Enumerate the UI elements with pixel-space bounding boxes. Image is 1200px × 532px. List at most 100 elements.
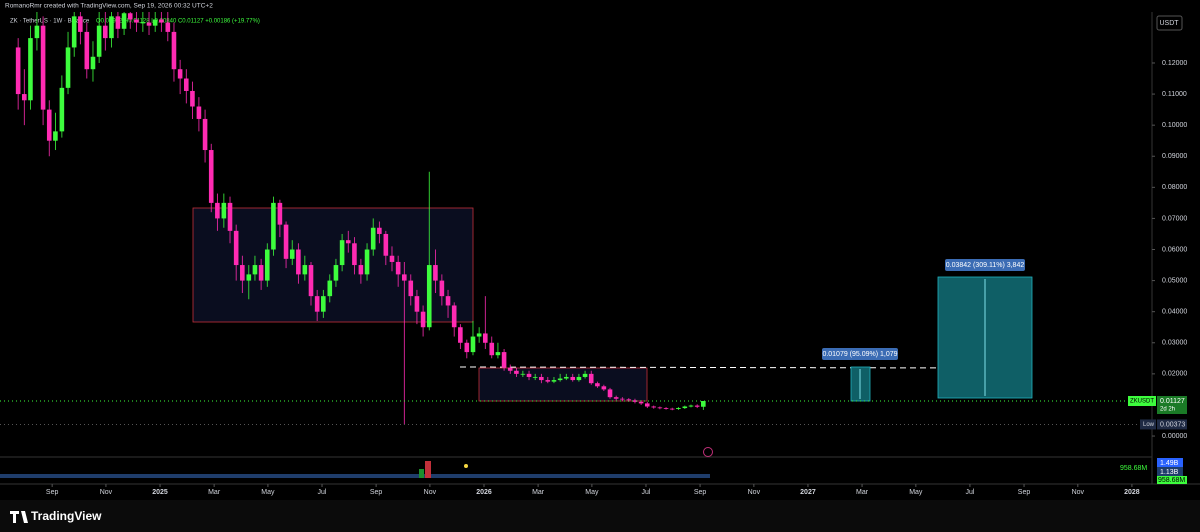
candle-body xyxy=(682,406,688,409)
candle-body xyxy=(15,47,21,95)
candle-body xyxy=(258,265,264,281)
y-tick-label: 0.05000 xyxy=(1162,277,1187,284)
currency[interactable]: USDT xyxy=(1159,20,1179,27)
candle-body xyxy=(420,311,426,328)
x-tick-label: 2028 xyxy=(1124,489,1140,496)
candle-body xyxy=(676,408,681,409)
logo[interactable]: TradingView xyxy=(31,509,102,523)
y-tick-label: 0.07000 xyxy=(1162,215,1187,222)
candle-body xyxy=(458,327,463,343)
candle-body xyxy=(613,397,619,399)
candle-body xyxy=(227,202,233,231)
candle-body xyxy=(190,90,195,107)
volume-spike xyxy=(419,469,424,478)
candle-body xyxy=(576,376,582,381)
x-tick-label: Nov xyxy=(100,489,113,496)
candle-body xyxy=(570,376,576,381)
candle-body xyxy=(246,274,252,281)
volume-band xyxy=(0,474,710,478)
candle-body xyxy=(302,265,308,275)
x-tick-label: 2025 xyxy=(152,489,168,496)
candle-body xyxy=(277,202,283,225)
candle-body xyxy=(482,333,488,343)
symbol-tag xyxy=(1128,396,1156,407)
candle-body xyxy=(557,378,563,381)
x-tick-label: Nov xyxy=(1072,489,1085,496)
price-tag-label: 0.01127 xyxy=(1160,398,1185,405)
candle-body xyxy=(607,389,613,398)
candle-body xyxy=(221,202,227,219)
volume-spike xyxy=(425,461,431,478)
candle-body xyxy=(620,398,625,400)
currency-box[interactable] xyxy=(1156,15,1183,31)
countdown: 2d 2h xyxy=(1160,407,1175,413)
candle-body xyxy=(28,38,33,101)
candle-body xyxy=(127,13,133,20)
candle-body xyxy=(464,342,470,353)
candle-body xyxy=(21,94,27,101)
footer xyxy=(0,500,1200,532)
candle-body xyxy=(345,240,351,244)
volume-tag-label: 1.49B xyxy=(1160,460,1179,467)
candle-body xyxy=(65,47,71,88)
annotation-box xyxy=(945,259,1025,271)
candle-body xyxy=(165,22,171,32)
candle-body xyxy=(202,118,208,151)
candle-body xyxy=(688,405,694,407)
candle-body xyxy=(333,265,339,281)
candle-body xyxy=(644,403,650,407)
candle-body xyxy=(526,373,532,377)
range-box[interactable] xyxy=(478,367,648,402)
candle-body xyxy=(233,230,239,266)
candle-body xyxy=(358,265,364,275)
candle-body xyxy=(532,376,538,378)
x-tick-label: Nov xyxy=(748,489,761,496)
candle-body xyxy=(364,249,370,275)
volume-tag-label: 1.13B xyxy=(1160,469,1179,476)
candle-body xyxy=(339,240,345,266)
annotation: 0.03842 (309.11%) 3,842 xyxy=(946,262,1025,269)
candle-body xyxy=(507,367,513,371)
event-dot[interactable] xyxy=(464,464,468,468)
candle-body xyxy=(451,305,457,328)
low-price-tag xyxy=(1157,419,1187,430)
y-tick-label: 0.02000 xyxy=(1162,371,1187,378)
price-tag xyxy=(1157,396,1187,415)
candle-body xyxy=(582,373,588,377)
candle-body xyxy=(445,296,451,306)
target-line[interactable] xyxy=(459,366,976,369)
event-icon[interactable] xyxy=(703,447,713,457)
volume-tag-label: 958.68M xyxy=(1158,477,1185,484)
low-tag xyxy=(1140,419,1156,430)
y-tick-label: 0.00000 xyxy=(1162,433,1187,440)
volume-tag xyxy=(1157,458,1183,467)
candle-body xyxy=(134,19,139,23)
x-tick-label: Jul xyxy=(641,489,650,496)
candle-body xyxy=(638,401,644,404)
symbol-tag-label: ZKUSDT xyxy=(1130,399,1154,405)
candle-body xyxy=(495,352,501,356)
volume-tag xyxy=(1157,476,1187,484)
candle-body xyxy=(196,106,202,119)
candle-body xyxy=(395,261,401,275)
candle-body xyxy=(327,280,333,297)
x-tick-label: May xyxy=(585,489,599,496)
candle-body xyxy=(78,16,83,32)
candle-body xyxy=(663,408,669,409)
candle-body xyxy=(177,69,183,79)
candle-body xyxy=(632,400,638,402)
candle-body xyxy=(377,227,382,234)
candle-body xyxy=(545,380,551,382)
candle-body xyxy=(588,373,594,384)
y-tick-label: 0.06000 xyxy=(1162,246,1187,253)
candle-body xyxy=(476,333,482,337)
y-tick-label: 0.08000 xyxy=(1162,184,1187,191)
candle-body xyxy=(84,31,90,70)
ohlc-legend: O0.00942 H0.01128 L0.00840 C0.01127 +0.0… xyxy=(96,19,260,25)
logo-icon[interactable] xyxy=(10,511,28,523)
annotation: 0.01079 (95.09%) 1,079 xyxy=(822,351,897,358)
candle-body xyxy=(408,280,414,297)
range-box[interactable] xyxy=(192,207,474,323)
candle-body xyxy=(626,399,632,401)
